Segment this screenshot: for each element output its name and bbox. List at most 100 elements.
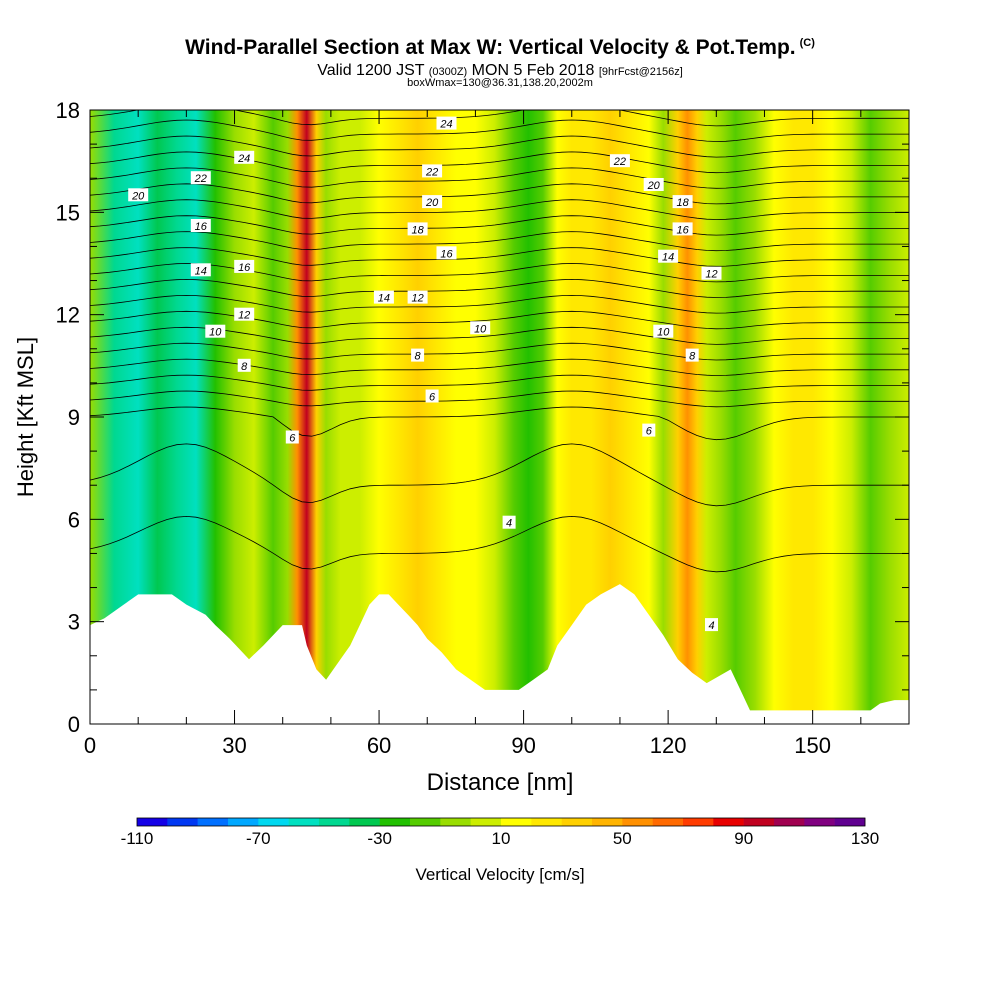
plot-area: 24 22 20 16 14 16 12 10 8 6 24 22 20 18 16 14 12 10 8 6 4 22 2… — [90, 40, 909, 724]
theta-contour-line — [90, 278, 909, 298]
contour-label-box — [234, 259, 255, 273]
colorbar-swatch — [713, 818, 744, 826]
contour-label-box — [407, 222, 428, 236]
colorbar-swatch — [349, 818, 380, 826]
colorbar-ticks: -110 -70 -30 10 50 90 130 — [121, 829, 880, 848]
colorbar-swatch — [379, 818, 411, 826]
colorbar-swatch — [834, 818, 866, 826]
theta-contour-line — [90, 167, 909, 189]
colorbar-swatch — [197, 818, 229, 826]
x-tick-label: 120 — [650, 733, 687, 758]
contour-label-box — [425, 389, 439, 403]
contour-label: 10 — [657, 327, 670, 339]
contour-labels: 24 22 20 16 14 16 12 10 8 6 24 22 20 18 16 14 12 10 8 6 4 22 2… — [128, 116, 722, 632]
colorbar-label: Vertical Velocity [cm/s] — [415, 865, 584, 884]
contour-label: 4 — [506, 518, 512, 530]
theta-contour-line — [90, 342, 909, 361]
contour-label-box — [128, 188, 149, 202]
theta-contour-line — [90, 199, 909, 220]
theta-contour-line — [90, 215, 909, 236]
colorbar-swatch — [501, 818, 532, 826]
contour-label: 12 — [238, 310, 250, 322]
contour-label: 4 — [708, 620, 714, 632]
contour-label: 14 — [662, 252, 674, 264]
colorbar-swatch — [561, 818, 593, 826]
y-tick-label: 12 — [56, 303, 80, 328]
theta-contour-line — [90, 119, 909, 142]
colorbar-swatch — [804, 818, 835, 826]
colorbar-tick-label: -70 — [246, 829, 271, 848]
y-axis-label: Height [Kft MSL] — [13, 337, 38, 497]
contour-label-box — [411, 348, 425, 362]
contour-label-box — [190, 263, 211, 277]
y-tick-label: 9 — [68, 405, 80, 430]
theta-contour-line — [90, 443, 909, 507]
theta-contour-line — [90, 294, 909, 314]
colorbar-swatch — [531, 818, 562, 826]
colorbar-swatch — [652, 818, 684, 826]
contour-label: 24 — [237, 153, 250, 165]
contour-label-box — [609, 154, 630, 168]
theta-contour-line — [90, 40, 909, 63]
contour-label-box — [190, 171, 211, 185]
contour-label-box — [234, 307, 255, 321]
theta-contour-line — [90, 56, 909, 79]
theta-contours — [90, 40, 909, 573]
contour-label-box — [643, 178, 664, 191]
colorbar-swatch — [410, 818, 441, 826]
x-tick-label: 60 — [367, 733, 391, 758]
chart-subtitle: Valid 1200 JST (0300Z) MON 5 Feb 2018 [9… — [317, 62, 683, 79]
colorbar-swatch — [258, 818, 289, 826]
colorbar-swatch — [774, 818, 805, 826]
colorbar-swatch — [288, 818, 320, 826]
contour-label: 14 — [378, 293, 390, 305]
contour-label: 16 — [238, 262, 251, 274]
contour-label: 8 — [415, 351, 422, 363]
contour-label: 22 — [425, 166, 438, 178]
contour-label-box — [190, 219, 211, 232]
contour-label: 14 — [195, 265, 207, 277]
contour-label-box — [705, 618, 718, 632]
contour-label: 10 — [474, 323, 487, 335]
contour-label: 12 — [411, 293, 423, 305]
contour-label: 8 — [689, 351, 696, 363]
contour-label: 18 — [676, 197, 689, 209]
theta-contour-line — [90, 390, 909, 408]
contour-label-box — [407, 290, 428, 304]
theta-contour-line — [90, 247, 909, 267]
colorbar-swatch — [137, 818, 168, 826]
contour-label-box — [672, 222, 693, 236]
contour-label: 16 — [676, 224, 689, 236]
colorbar-swatch — [167, 818, 198, 826]
y-axis: 0 3 6 9 12 15 18 — [56, 98, 909, 737]
contour-label: 6 — [289, 433, 296, 445]
colorbar-swatch — [743, 818, 775, 826]
contour-label-box — [502, 515, 516, 529]
colorbar-tick-label: 10 — [492, 829, 511, 848]
theta-contour-line — [90, 135, 909, 158]
theta-contour-line — [90, 326, 909, 345]
contour-label-box — [205, 324, 226, 338]
y-tick-label: 15 — [56, 200, 80, 225]
contour-label-box — [470, 321, 491, 335]
x-tick-label: 90 — [511, 733, 535, 758]
contour-label-box — [672, 195, 693, 209]
theta-contour-line — [90, 110, 909, 127]
colorbar-swatch — [228, 818, 259, 826]
theta-contour-line — [90, 263, 909, 283]
contour-label-box — [422, 195, 443, 209]
contour-label: 6 — [646, 426, 653, 438]
contour-label: 8 — [241, 361, 248, 373]
contour-label-box — [436, 116, 457, 130]
colorbar-swatch — [622, 818, 653, 826]
colorbar-frame — [136, 817, 866, 827]
contour-label-box — [237, 358, 251, 372]
contour-label: 20 — [131, 190, 145, 202]
contour-label: 24 — [439, 119, 452, 131]
colorbar-tick-label: 50 — [613, 829, 632, 848]
contour-label: 10 — [209, 327, 222, 339]
chart-subtitle-2: boxWmax=130@36.31,138.20,2002m — [407, 77, 593, 89]
theta-contour-line — [90, 310, 909, 330]
contour-label: 16 — [195, 221, 208, 233]
